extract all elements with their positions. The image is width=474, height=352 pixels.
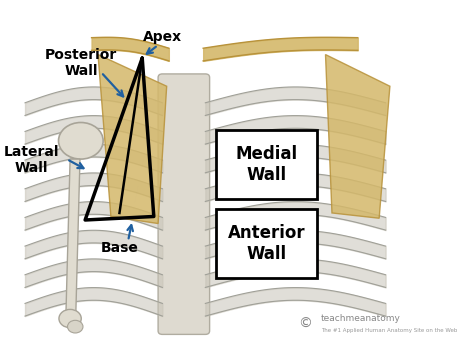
Polygon shape	[66, 159, 80, 319]
Text: ©: ©	[298, 317, 312, 331]
FancyBboxPatch shape	[216, 130, 317, 199]
Circle shape	[59, 309, 81, 328]
FancyBboxPatch shape	[216, 209, 317, 278]
Text: The #1 Applied Human Anatomy Site on the Web: The #1 Applied Human Anatomy Site on the…	[321, 328, 457, 333]
Circle shape	[58, 122, 103, 159]
Text: teachmeanatomy: teachmeanatomy	[321, 314, 401, 323]
Text: Lateral
Wall: Lateral Wall	[4, 145, 59, 175]
Polygon shape	[326, 55, 390, 218]
Text: Base: Base	[100, 241, 138, 255]
Text: Posterior
Wall: Posterior Wall	[45, 48, 117, 78]
Text: Apex: Apex	[143, 30, 182, 44]
Text: Anterior
Wall: Anterior Wall	[228, 224, 305, 263]
Text: Medial
Wall: Medial Wall	[236, 145, 298, 184]
Circle shape	[67, 320, 83, 333]
Polygon shape	[98, 55, 167, 224]
FancyBboxPatch shape	[158, 74, 210, 334]
